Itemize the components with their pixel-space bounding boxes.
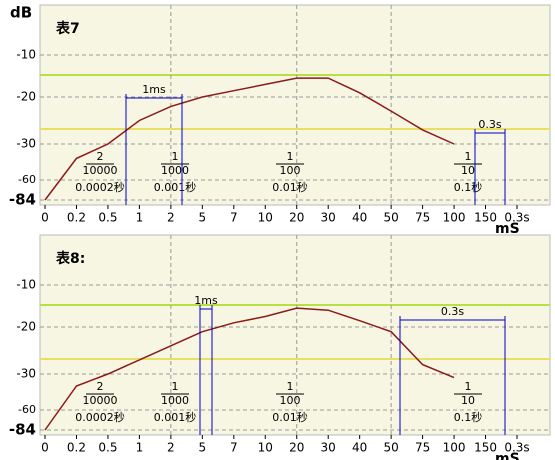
fraction-time: 0.001秒 — [154, 410, 197, 424]
y-tick-label: -84 — [9, 191, 36, 209]
fraction-time: 0.0002秒 — [75, 410, 125, 424]
y-tick-label: -10 — [16, 278, 36, 292]
fraction-den: 10 — [461, 164, 475, 177]
fraction-den: 10 — [461, 394, 475, 407]
x-tick-label: 50 — [383, 211, 398, 225]
fraction-num: 1 — [172, 380, 179, 393]
fraction-num: 1 — [287, 380, 294, 393]
fraction-num: 1 — [465, 380, 472, 393]
y-tick-label: -60 — [18, 403, 36, 416]
x-tick-label: 0.3s — [504, 441, 529, 455]
x-tick-label: 50 — [383, 441, 398, 455]
x-tick-label: 5 — [199, 211, 207, 225]
fraction-den: 1000 — [161, 164, 189, 177]
x-tick-label: 40 — [352, 441, 367, 455]
x-tick-label: 0 — [41, 211, 49, 225]
x-tick-label: 100 — [443, 211, 466, 225]
x-tick-label: 0.5 — [98, 211, 117, 225]
x-tick-label: 0.2 — [67, 211, 86, 225]
panel-title: 表7 — [55, 20, 80, 37]
x-tick-label: 2 — [167, 441, 175, 455]
fraction-num: 1 — [172, 150, 179, 163]
x-tick-label: 1 — [136, 211, 144, 225]
y-tick-label: -20 — [16, 90, 36, 104]
y-axis-label: dB — [10, 4, 32, 22]
marker-label: 0.3s — [441, 305, 464, 318]
fraction-time: 0.1秒 — [454, 180, 483, 194]
x-tick-label: 7 — [230, 211, 238, 225]
x-tick-label: 40 — [352, 211, 367, 225]
x-axis-label: mS — [495, 451, 520, 460]
plot-area — [39, 4, 551, 206]
fraction-time: 0.01秒 — [272, 180, 308, 194]
x-tick-label: 10 — [258, 441, 273, 455]
x-tick-label: 100 — [443, 441, 466, 455]
y-tick-label: -30 — [16, 367, 36, 381]
x-tick-label: 0.3s — [504, 211, 529, 225]
y-tick-label: -10 — [16, 48, 36, 62]
x-tick-label: 30 — [321, 211, 336, 225]
x-tick-label: 75 — [415, 211, 430, 225]
y-tick-label: -84 — [9, 421, 36, 439]
x-tick-label: 2 — [167, 211, 175, 225]
x-tick-label: 7 — [230, 441, 238, 455]
x-tick-label: 0.2 — [67, 441, 86, 455]
fraction-time: 0.001秒 — [154, 180, 197, 194]
marker-label: 1ms — [194, 294, 218, 307]
x-tick-label: 75 — [415, 441, 430, 455]
fraction-den: 100 — [280, 394, 301, 407]
x-tick-label: 30 — [321, 441, 336, 455]
marker-label: 1ms — [142, 83, 166, 96]
x-tick-label: 150 — [474, 211, 497, 225]
fraction-den: 100 — [280, 164, 301, 177]
x-tick-label: 1 — [136, 441, 144, 455]
fraction-time: 0.1秒 — [454, 410, 483, 424]
x-axis-label: mS — [495, 221, 520, 237]
fraction-num: 2 — [97, 150, 104, 163]
x-tick-label: 0.5 — [98, 441, 117, 455]
plot-area — [39, 234, 551, 436]
fraction-time: 0.01秒 — [272, 410, 308, 424]
x-tick-label: 20 — [289, 441, 304, 455]
fraction-den: 10000 — [83, 164, 118, 177]
curve — [44, 77, 455, 201]
fraction-den: 10000 — [83, 394, 118, 407]
fraction-num: 1 — [287, 150, 294, 163]
fraction-num: 1 — [465, 150, 472, 163]
fraction-den: 1000 — [161, 394, 189, 407]
y-tick-label: -30 — [16, 137, 36, 151]
y-tick-label: -20 — [16, 320, 36, 334]
x-tick-label: 20 — [289, 211, 304, 225]
x-tick-label: 150 — [474, 441, 497, 455]
x-tick-label: 0 — [41, 441, 49, 455]
marker-label: 0.3s — [478, 118, 501, 131]
panel-title: 表8: — [55, 250, 85, 267]
fraction-time: 0.0002秒 — [75, 180, 125, 194]
x-tick-label: 10 — [258, 211, 273, 225]
curve — [44, 307, 455, 431]
fraction-num: 2 — [97, 380, 104, 393]
y-tick-label: -60 — [18, 173, 36, 186]
x-tick-label: 5 — [199, 441, 207, 455]
